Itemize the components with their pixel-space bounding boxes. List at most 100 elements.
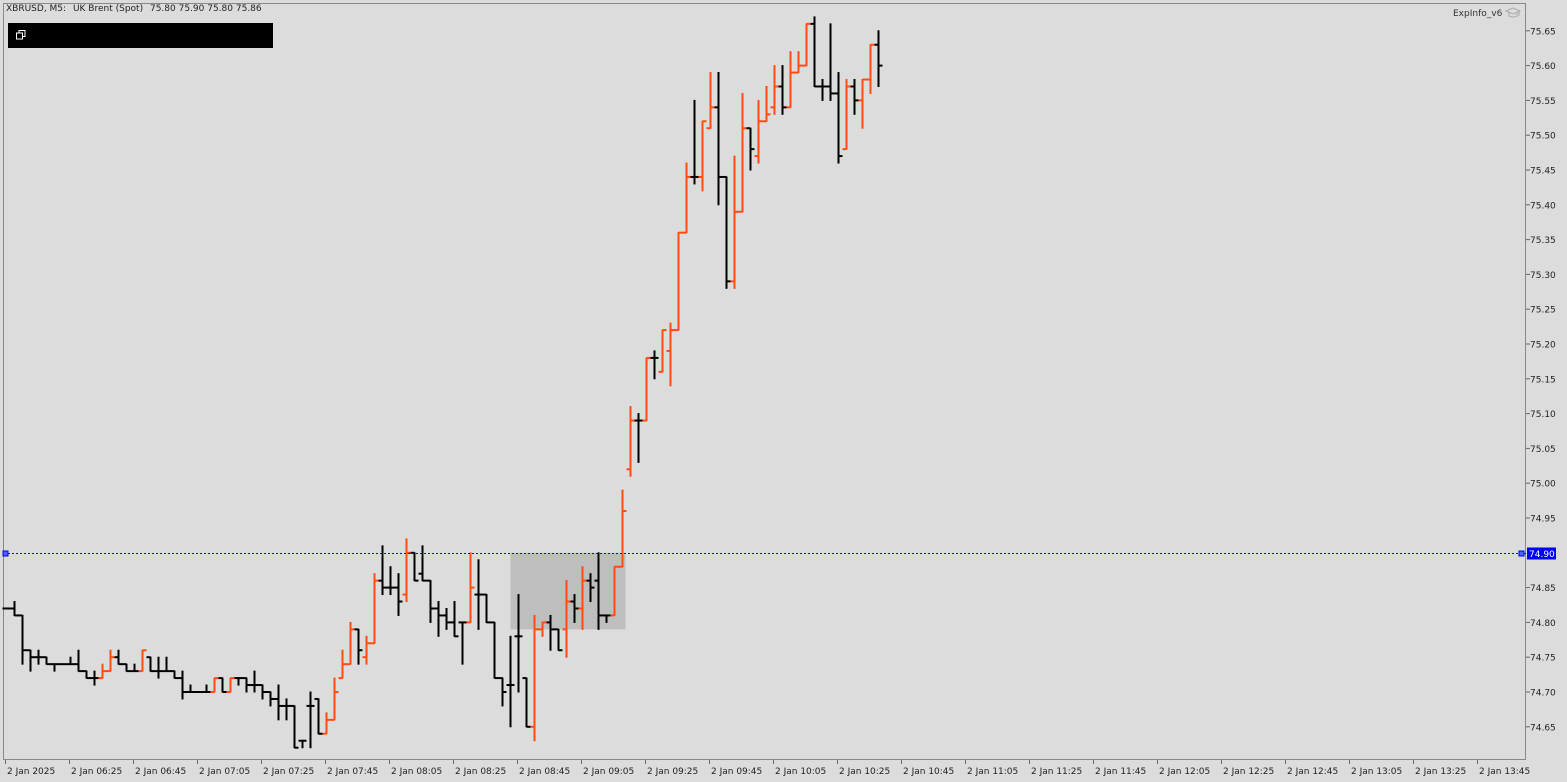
ohlc-bar [138,649,147,673]
x-tick-label: 2 Jan 10:25 [839,767,890,777]
ohlc-bar [418,545,427,582]
ohlc-bar [554,628,563,652]
supply-demand-zone[interactable] [510,552,626,630]
x-tick-label: 2 Jan 08:05 [391,767,442,777]
ohlc-bar [650,350,659,380]
ohlc-bar [850,79,859,115]
ohlc-bar [42,656,51,666]
ohlc-bar [226,677,235,693]
y-tick-label: 75.65 [1530,27,1556,37]
y-tick-label: 75.60 [1530,62,1556,72]
x-tick-label: 2 Jan 11:25 [1031,767,1082,777]
ohlc-bar [754,99,763,164]
x-tick-label: 2 Jan 12:05 [1159,767,1210,777]
ohlc-bar [50,663,59,672]
ohlc-bar [258,684,267,700]
y-tick-label: 75.25 [1530,306,1556,316]
indicator-panel[interactable] [8,23,273,48]
y-tick-label: 74.75 [1530,654,1556,664]
ohlc-bar [130,663,139,673]
ohlc-bar [594,552,603,630]
ohlc-bar [282,698,291,721]
x-tick-label: 2 Jan 10:05 [775,767,826,777]
y-tick-label: 74.65 [1530,723,1556,733]
ohlc-bar [506,635,515,728]
ohlc-bar [434,601,443,637]
symbol-name: XBRUSD, M5: [6,4,67,14]
x-tick-label: 2 Jan 09:45 [711,767,762,777]
ohlc-bar [858,78,867,129]
ohlc-bar [162,656,171,673]
ohlc-bar [474,559,483,630]
ohlc-bar [706,72,715,130]
ohlc-bar [674,231,683,332]
ohlc-bar [386,566,395,596]
symbol-info: XBRUSD, M5: UK Brent (Spot) 75.80 75.90 … [6,4,266,14]
level-handle-left[interactable] [2,550,9,557]
ohlc-bar [402,538,411,603]
ohlc-bar [578,566,587,630]
ohlc-bar [122,663,131,673]
level-price-label-bg [1527,547,1556,560]
y-tick-label: 75.10 [1530,410,1556,420]
x-tick-label: 2 Jan 13:45 [1479,767,1530,777]
ohlc-bar [490,621,499,680]
ohlc-bar [786,51,795,109]
ohlc-bar [370,573,379,645]
ohlc-bar [266,691,275,707]
ohlc-bar [250,670,259,693]
ohlc-bar [34,649,43,665]
graduation-cap-icon[interactable] [1505,6,1521,20]
ohlc-bar [90,670,99,686]
level-handle-right[interactable] [1518,550,1525,557]
ohlc-bar [202,684,211,693]
ohlc-bar [842,79,851,151]
x-tick-label: 2 Jan 12:45 [1287,767,1338,777]
plot-area[interactable] [3,3,1526,760]
ohlc-bar [58,663,67,666]
ohlc-bar [26,649,35,672]
ohlc-bar [530,614,539,742]
ohlc-bar [626,406,635,477]
y-tick-label: 75.55 [1530,97,1556,107]
ohlc-bar [194,691,203,693]
ohlc-bar [602,614,611,623]
ohlc-bar [322,712,331,735]
ohlc-bar [306,691,315,749]
ohlc-bar [426,579,435,623]
ohlc-bar [106,649,115,673]
x-tick-label: 2 Jan 11:05 [967,767,1018,777]
x-tick-label: 2 Jan 07:05 [199,767,250,777]
ohlc-bar [586,573,595,603]
y-tick-label: 74.80 [1530,619,1556,629]
ohlc-bar [746,127,755,171]
ohlc-bar [610,565,619,617]
ohlc-bar [114,649,123,666]
ohlc-bar [874,30,883,87]
x-tick-label: 2 Jan 07:45 [327,767,378,777]
ohlc-bar [522,677,531,728]
x-tick-label: 2 Jan 13:05 [1351,767,1402,777]
x-tick-label: 2 Jan 06:25 [71,767,122,777]
ohlc-bar [834,72,843,164]
ohlc-bar [442,607,451,630]
y-tick-label: 75.15 [1530,375,1556,385]
x-tick-label: 2 Jan 07:25 [263,767,314,777]
ohlc-bar [458,621,467,665]
x-tick-label: 2 Jan 13:25 [1415,767,1466,777]
ohlc-bar [826,23,835,101]
ohlc-bar [330,677,339,721]
ohlc-bar [410,551,419,582]
indicator-label: ExpInfo_v6 [1453,9,1503,19]
x-tick-label: 2 Jan 2025 [7,767,55,777]
ohlc-bar [738,92,747,213]
ohlc-bar [666,322,675,387]
y-tick-label: 75.00 [1530,480,1556,490]
ohlc-bar [714,72,723,206]
ohlc-bar [562,580,571,658]
restore-window-icon[interactable] [16,30,26,40]
ohlc-bar [234,677,243,686]
ohlc-bar [178,670,187,700]
